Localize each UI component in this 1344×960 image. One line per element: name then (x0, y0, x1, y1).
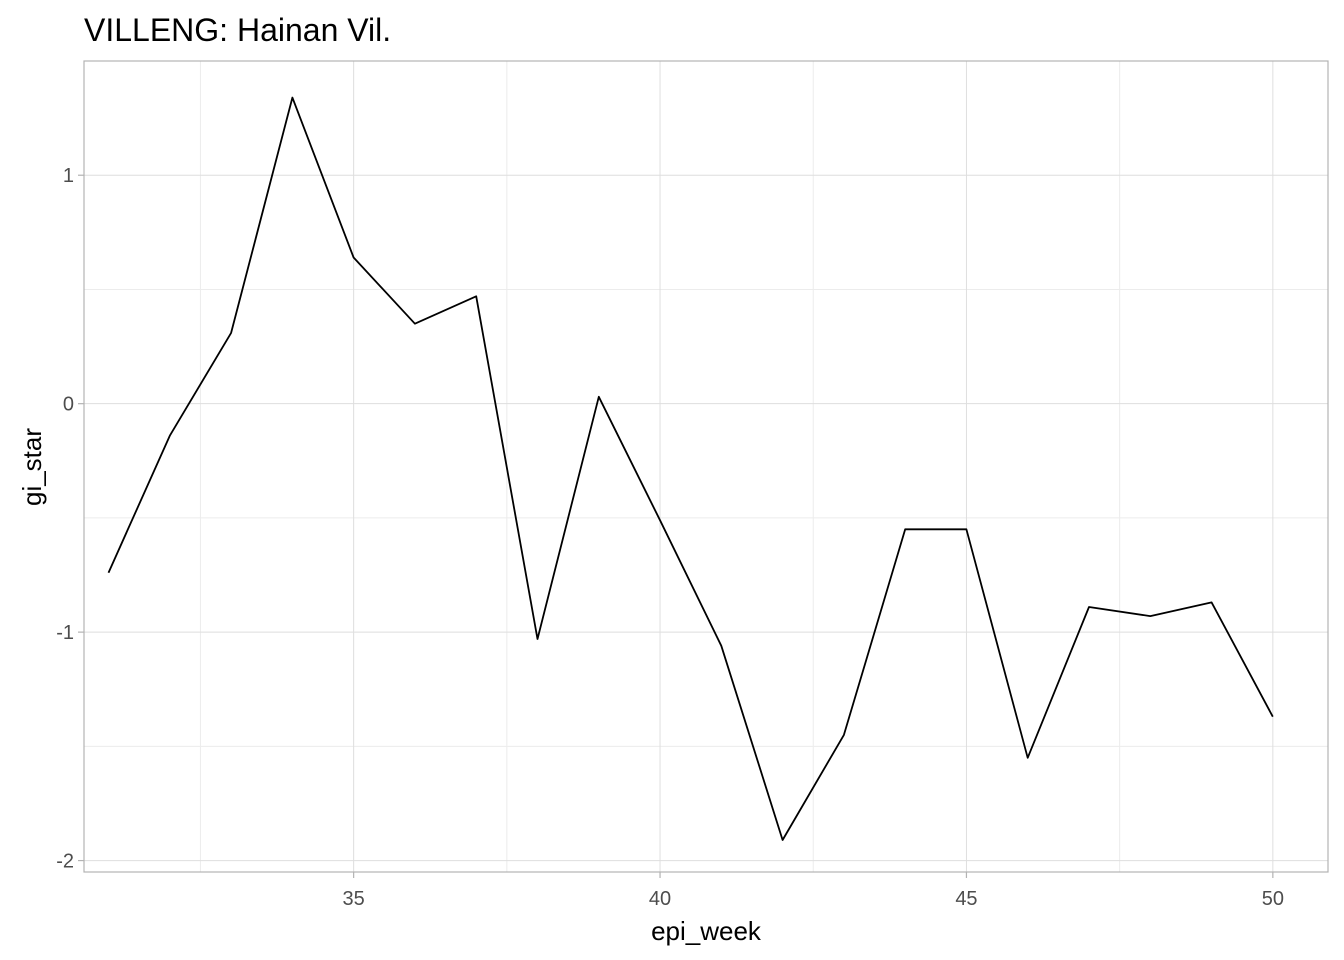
x-axis-ticks: 35 40 45 50 (343, 872, 1284, 910)
x-tick-label: 50 (1262, 888, 1284, 910)
minor-gridlines (84, 60, 1328, 872)
y-tick-label: 0 (63, 394, 74, 416)
y-tick-label: -2 (56, 851, 74, 873)
x-tick-label: 35 (343, 888, 365, 910)
y-axis-label: gi_star (17, 428, 47, 506)
x-tick-label: 40 (649, 888, 671, 910)
y-tick-label: -1 (56, 622, 74, 644)
major-gridlines (84, 61, 1328, 872)
y-tick-label: 1 (63, 165, 74, 187)
x-axis-label: epi_week (651, 916, 762, 946)
x-tick-label: 45 (955, 888, 977, 910)
y-axis-ticks: 1 0 -1 -2 (56, 165, 84, 873)
plot-panel-border (83, 60, 1329, 873)
chart-title: VILLENG: Hainan Vil. (84, 12, 391, 48)
series-line (107, 96, 1274, 841)
